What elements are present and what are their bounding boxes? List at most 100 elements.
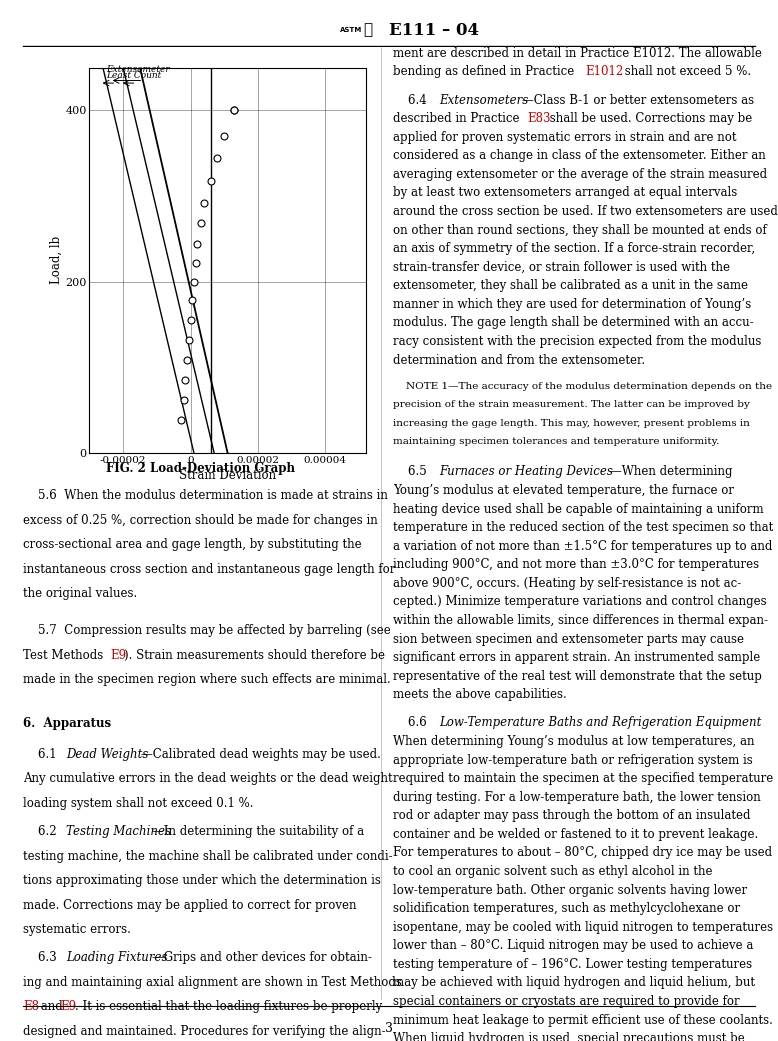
Text: increasing the gage length. This may, however, present problems in: increasing the gage length. This may, ho… [393, 418, 750, 428]
Text: may be achieved with liquid hydrogen and liquid helium, but: may be achieved with liquid hydrogen and… [393, 976, 755, 990]
Text: instantaneous cross section and instantaneous gage length for: instantaneous cross section and instanta… [23, 563, 396, 576]
Text: sion between specimen and extensometer parts may cause: sion between specimen and extensometer p… [393, 633, 744, 645]
Text: 6.1: 6.1 [23, 747, 65, 761]
Text: 3: 3 [385, 1022, 393, 1035]
Text: For temperatures to about – 80°C, chipped dry ice may be used: For temperatures to about – 80°C, chippe… [393, 846, 772, 860]
Text: on other than round sections, they shall be mounted at ends of: on other than round sections, they shall… [393, 224, 766, 236]
Text: lower than – 80°C. Liquid nitrogen may be used to achieve a: lower than – 80°C. Liquid nitrogen may b… [393, 939, 753, 953]
Text: E9: E9 [61, 1000, 77, 1013]
Text: 5.7  Compression results may be affected by barreling (see: 5.7 Compression results may be affected … [23, 625, 391, 637]
Text: including 900°C, and not more than ±3.0°C for temperatures: including 900°C, and not more than ±3.0°… [393, 558, 759, 572]
Text: cepted.) Minimize temperature variations and control changes: cepted.) Minimize temperature variations… [393, 595, 766, 609]
Text: isopentane, may be cooled with liquid nitrogen to temperatures: isopentane, may be cooled with liquid ni… [393, 921, 773, 934]
Text: 6.5: 6.5 [393, 465, 434, 479]
Text: Extensometers: Extensometers [439, 94, 528, 106]
Text: required to maintain the specimen at the specified temperature: required to maintain the specimen at the… [393, 772, 773, 785]
Text: . It is essential that the loading fixtures be properly: . It is essential that the loading fixtu… [75, 1000, 382, 1013]
Text: a variation of not more than ±1.5°C for temperatures up to and: a variation of not more than ±1.5°C for … [393, 540, 773, 553]
Text: and: and [37, 1000, 67, 1013]
Text: above 900°C, occurs. (Heating by self-resistance is not ac-: above 900°C, occurs. (Heating by self-re… [393, 577, 741, 590]
Text: —When determining: —When determining [610, 465, 733, 479]
Text: NOTE 1—The accuracy of the modulus determination depends on the: NOTE 1—The accuracy of the modulus deter… [393, 382, 772, 390]
Text: Least Count: Least Count [107, 71, 162, 80]
Text: —Class B-1 or better extensometers as: —Class B-1 or better extensometers as [522, 94, 754, 106]
Text: appropriate low-temperature bath or refrigeration system is: appropriate low-temperature bath or refr… [393, 754, 752, 766]
Text: excess of 0.25 %, correction should be made for changes in: excess of 0.25 %, correction should be m… [23, 514, 378, 527]
Text: made in the specimen region where such effects are minimal.: made in the specimen region where such e… [23, 674, 391, 686]
Text: an axis of symmetry of the section. If a force-strain recorder,: an axis of symmetry of the section. If a… [393, 243, 755, 255]
Text: 6.6: 6.6 [393, 716, 434, 730]
Text: FIG. 2 Load-Deviation Graph: FIG. 2 Load-Deviation Graph [106, 462, 295, 475]
Text: temperature in the reduced section of the test specimen so that: temperature in the reduced section of th… [393, 522, 773, 534]
Text: determination and from the extensometer.: determination and from the extensometer. [393, 354, 645, 366]
Text: made. Corrections may be applied to correct for proven: made. Corrections may be applied to corr… [23, 898, 357, 912]
Text: significant errors in apparent strain. An instrumented sample: significant errors in apparent strain. A… [393, 652, 760, 664]
Text: —In determining the suitability of a: —In determining the suitability of a [152, 826, 364, 838]
Text: special containers or cryostats are required to provide for: special containers or cryostats are requ… [393, 995, 740, 1008]
Text: E8: E8 [23, 1000, 40, 1013]
Text: precision of the strain measurement. The latter can be improved by: precision of the strain measurement. The… [393, 400, 750, 409]
Text: container and be welded or fastened to it to prevent leakage.: container and be welded or fastened to i… [393, 828, 758, 841]
Text: systematic errors.: systematic errors. [23, 923, 131, 936]
Text: Dead Weights: Dead Weights [66, 747, 149, 761]
Text: extensometer, they shall be calibrated as a unit in the same: extensometer, they shall be calibrated a… [393, 279, 748, 293]
Text: loading system shall not exceed 0.1 %.: loading system shall not exceed 0.1 %. [23, 796, 254, 810]
Text: strain-transfer device, or strain follower is used with the: strain-transfer device, or strain follow… [393, 260, 730, 274]
Text: E83: E83 [527, 112, 551, 125]
Text: ). Strain measurements should therefore be: ). Strain measurements should therefore … [124, 649, 385, 662]
Text: Extensometer: Extensometer [107, 65, 170, 74]
Text: designed and maintained. Procedures for verifying the align-: designed and maintained. Procedures for … [23, 1025, 386, 1038]
Text: averaging extensometer or the average of the strain measured: averaging extensometer or the average of… [393, 168, 767, 181]
Text: solidification temperatures, such as methylcyclohexane or: solidification temperatures, such as met… [393, 903, 740, 915]
Text: 6.4: 6.4 [393, 94, 434, 106]
Text: low-temperature bath. Other organic solvents having lower: low-temperature bath. Other organic solv… [393, 884, 747, 896]
Text: shall not exceed 5 %.: shall not exceed 5 %. [621, 66, 751, 78]
Text: Testing Machines: Testing Machines [66, 826, 171, 838]
Text: 6.  Apparatus: 6. Apparatus [23, 717, 111, 730]
Text: Ⓜ: Ⓜ [363, 24, 372, 37]
Text: E111 – 04: E111 – 04 [389, 22, 479, 39]
Text: described in Practice: described in Practice [393, 112, 523, 125]
Text: tions approximating those under which the determination is: tions approximating those under which th… [23, 874, 381, 887]
X-axis label: Strain Deviation: Strain Deviation [179, 468, 276, 482]
Text: ing and maintaining axial alignment are shown in Test Methods: ing and maintaining axial alignment are … [23, 975, 402, 989]
Text: to cool an organic solvent such as ethyl alcohol in the: to cool an organic solvent such as ethyl… [393, 865, 713, 878]
Text: 6.3: 6.3 [23, 951, 65, 964]
Text: Furnaces or Heating Devices: Furnaces or Heating Devices [439, 465, 612, 479]
Text: When determining Young’s modulus at low temperatures, an: When determining Young’s modulus at low … [393, 735, 755, 748]
Text: racy consistent with the precision expected from the modulus: racy consistent with the precision expec… [393, 335, 761, 348]
Text: Low-Temperature Baths and Refrigeration Equipment: Low-Temperature Baths and Refrigeration … [439, 716, 761, 730]
Text: applied for proven systematic errors in strain and are not: applied for proven systematic errors in … [393, 131, 737, 144]
Text: testing machine, the machine shall be calibrated under condi-: testing machine, the machine shall be ca… [23, 849, 393, 863]
Text: maintaining specimen tolerances and temperature uniformity.: maintaining specimen tolerances and temp… [393, 437, 720, 447]
Text: rod or adapter may pass through the bottom of an insulated: rod or adapter may pass through the bott… [393, 809, 751, 822]
Text: When liquid hydrogen is used, special precautions must be: When liquid hydrogen is used, special pr… [393, 1033, 745, 1041]
Text: ment are described in detail in Practice E1012. The allowable: ment are described in detail in Practice… [393, 47, 762, 59]
Text: —Grips and other devices for obtain-: —Grips and other devices for obtain- [152, 951, 372, 964]
Text: the original values.: the original values. [23, 587, 138, 601]
Text: —Calibrated dead weights may be used.: —Calibrated dead weights may be used. [141, 747, 381, 761]
Text: by at least two extensometers arranged at equal intervals: by at least two extensometers arranged a… [393, 186, 737, 200]
Text: heating device used shall be capable of maintaining a uniform: heating device used shall be capable of … [393, 503, 763, 515]
Text: during testing. For a low-temperature bath, the lower tension: during testing. For a low-temperature ba… [393, 791, 761, 804]
Text: testing temperature of – 196°C. Lower testing temperatures: testing temperature of – 196°C. Lower te… [393, 958, 752, 971]
Text: minimum heat leakage to permit efficient use of these coolants.: minimum heat leakage to permit efficient… [393, 1014, 773, 1026]
Text: representative of the real test will demonstrate that the setup: representative of the real test will dem… [393, 669, 762, 683]
Text: considered as a change in class of the extensometer. Either an: considered as a change in class of the e… [393, 149, 766, 162]
Text: manner in which they are used for determination of Young’s: manner in which they are used for determ… [393, 298, 751, 311]
Text: cross-sectional area and gage length, by substituting the: cross-sectional area and gage length, by… [23, 538, 362, 552]
Text: Loading Fixtures: Loading Fixtures [66, 951, 168, 964]
Y-axis label: Load, lb: Load, lb [50, 236, 62, 284]
Text: modulus. The gage length shall be determined with an accu-: modulus. The gage length shall be determ… [393, 316, 754, 329]
Text: shall be used. Corrections may be: shall be used. Corrections may be [546, 112, 752, 125]
Text: E9: E9 [110, 649, 126, 662]
Text: 6.2: 6.2 [23, 826, 65, 838]
Text: within the allowable limits, since differences in thermal expan-: within the allowable limits, since diffe… [393, 614, 768, 627]
Text: Young’s modulus at elevated temperature, the furnace or: Young’s modulus at elevated temperature,… [393, 484, 734, 497]
Text: around the cross section be used. If two extensometers are used: around the cross section be used. If two… [393, 205, 778, 218]
Text: Any cumulative errors in the dead weights or the dead weight: Any cumulative errors in the dead weight… [23, 772, 393, 785]
Text: bending as defined in Practice: bending as defined in Practice [393, 66, 578, 78]
Text: E1012: E1012 [586, 66, 624, 78]
Text: Test Methods: Test Methods [23, 649, 107, 662]
Text: meets the above capabilities.: meets the above capabilities. [393, 688, 566, 702]
